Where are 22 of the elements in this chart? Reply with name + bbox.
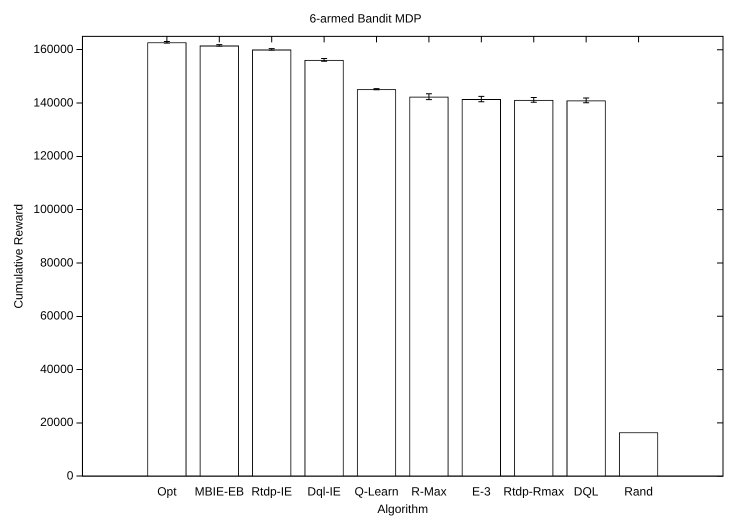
x-tick-label: Rtdp-Rmax bbox=[503, 484, 564, 499]
x-tick-label: E-3 bbox=[472, 484, 491, 499]
x-tick-label: R-Max bbox=[411, 484, 447, 499]
y-tick-label: 100000 bbox=[33, 202, 74, 216]
y-tick-label: 40000 bbox=[40, 362, 74, 376]
x-tick-label: Rand bbox=[624, 484, 653, 499]
x-tick-label: Q-Learn bbox=[354, 484, 399, 499]
y-tick-label: 60000 bbox=[40, 308, 74, 323]
x-tick-label: DQL bbox=[574, 484, 599, 499]
y-tick-label: 0 bbox=[66, 468, 74, 483]
x-tick-label: Opt bbox=[157, 484, 178, 499]
x-axis-title: Algorithm bbox=[377, 502, 428, 516]
y-tick-label: 140000 bbox=[33, 95, 74, 110]
y-tick-label: 80000 bbox=[40, 255, 74, 270]
y-tick-label: 20000 bbox=[40, 415, 74, 430]
y-tick-label: 120000 bbox=[33, 148, 74, 163]
x-tick-label: Dql-IE bbox=[307, 484, 341, 499]
x-tick-label: Rtdp-IE bbox=[251, 484, 292, 499]
x-tick-label: MBIE-EB bbox=[194, 484, 244, 499]
y-axis-title: Cumulative Reward bbox=[12, 204, 26, 309]
chart-title: 6-armed Bandit MDP bbox=[309, 12, 422, 26]
y-tick-label: 160000 bbox=[33, 42, 74, 56]
